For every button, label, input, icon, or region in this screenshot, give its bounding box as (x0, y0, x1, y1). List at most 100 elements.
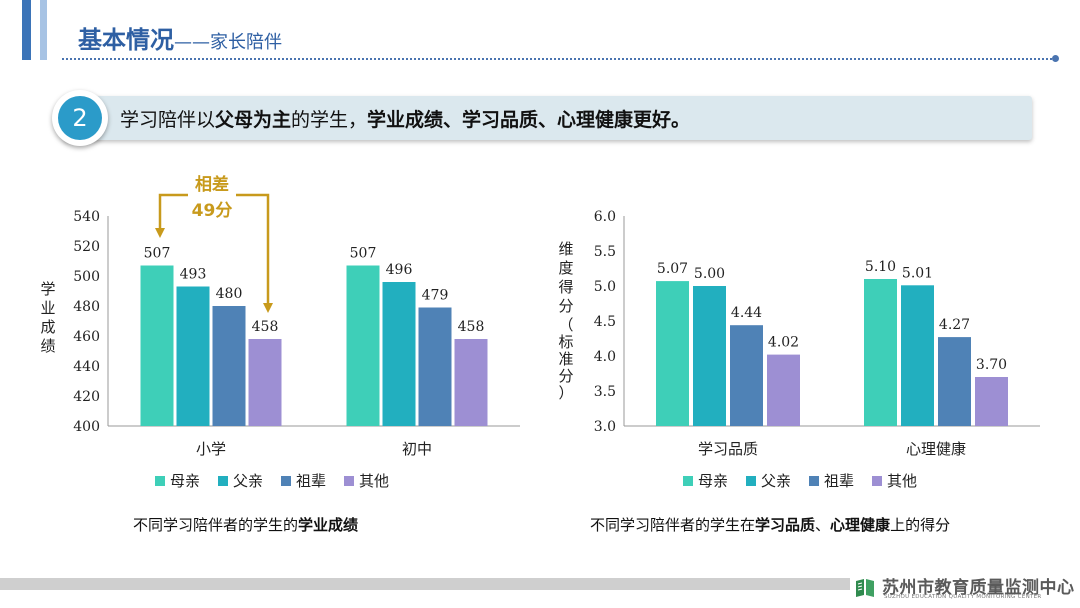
bar-value-label: 458 (252, 319, 279, 335)
y-tick-label: 5.5 (594, 244, 616, 260)
key-point-part-bold: 学业成绩、学习品质、心理健康更好。 (367, 109, 691, 131)
legend-label: 祖辈 (296, 472, 326, 490)
caption-part: 不同学习陪伴者的学生的 (133, 516, 299, 534)
caption-part-bold: 学习品质 (755, 516, 816, 534)
annotation-bracket-left (158, 193, 188, 230)
y-axis-title-char: 标 (558, 333, 573, 351)
y-tick-label: 520 (73, 239, 100, 255)
y-axis-title-char: 分 (558, 367, 573, 385)
bar-其他 (454, 339, 488, 426)
chart-quality-health-score: 3.0 3.5 4.0 4.5 5.0 5.5 6.0 5.07 5.00 4.44 4.02 学习品… (558, 209, 1040, 490)
bar-value-label: 458 (458, 319, 485, 335)
legend-label: 其他 (887, 472, 917, 490)
bar-value-label: 496 (386, 262, 413, 278)
header-divider-dot (1052, 55, 1059, 62)
x-category-label: 小学 (196, 440, 226, 458)
y-tick-label: 6.0 (594, 209, 616, 225)
bar-value-label: 479 (422, 288, 449, 304)
bar-其他 (248, 339, 282, 426)
y-tick-label: 4.5 (594, 314, 616, 330)
caption-part-bold: 心理健康 (830, 516, 891, 534)
y-axis-title-char: 度 (558, 259, 573, 277)
legend-label: 父亲 (233, 472, 263, 490)
y-tick-label: 460 (73, 329, 100, 345)
y-axis-title-char: 得 (558, 278, 573, 296)
title-accent-bar-light (40, 0, 47, 60)
legend-label: 母亲 (170, 472, 200, 490)
bar-value-label: 507 (144, 246, 171, 262)
footer-org-name: 苏州市教育质量监测中心 (882, 578, 1075, 598)
bar-父亲 (901, 285, 934, 426)
y-tick-label: 5.0 (594, 279, 616, 295)
caption-part: 、 (815, 516, 831, 534)
legend-swatch (746, 476, 756, 486)
legend-swatch (281, 476, 291, 486)
y-axis-title-char: 成 (40, 318, 55, 336)
legend-label: 父亲 (761, 472, 791, 490)
key-point-banner (64, 96, 1032, 140)
bar-祖辈 (418, 307, 452, 426)
annotation-arrow-right (263, 303, 273, 313)
bar-父亲 (382, 282, 416, 426)
footer-org-name-en: SUZHOU EDUCATION QUALITY MONITORING CENT… (884, 594, 1042, 600)
y-axis-title-char: 准 (558, 350, 573, 368)
legend-swatch (344, 476, 354, 486)
legend-swatch (683, 476, 693, 486)
legend-label: 其他 (359, 472, 389, 490)
y-axis-title-char: 业 (40, 299, 55, 317)
book-logo-icon (856, 579, 874, 597)
bar-母亲 (656, 281, 689, 426)
annotation-text: 相差 (195, 174, 229, 195)
bar-母亲 (864, 279, 897, 426)
y-axis-title-col2: （标准分） (558, 316, 573, 402)
y-tick-label: 3.5 (594, 384, 616, 400)
legend-label: 祖辈 (824, 472, 854, 490)
legend-swatch (872, 476, 882, 486)
y-tick-label: 440 (73, 359, 100, 375)
y-tick-label: 420 (73, 389, 100, 405)
bar-value-label: 480 (216, 286, 243, 302)
bar-其他 (767, 354, 800, 426)
bar-value-label: 3.70 (976, 357, 1007, 373)
bar-祖辈 (730, 325, 763, 426)
bar-value-label: 4.27 (939, 317, 970, 333)
y-axis-title-char: 学 (40, 280, 55, 298)
title-accent-bar (22, 0, 31, 60)
y-axis-title-char: 分 (558, 297, 573, 315)
y-tick-label: 3.0 (594, 419, 616, 435)
y-axis-title-char: 绩 (40, 337, 55, 355)
caption-part-bold: 学业成绩 (298, 516, 359, 534)
bar-母亲 (140, 265, 174, 426)
y-tick-label: 540 (73, 209, 100, 225)
key-point-part: 学习陪伴以 (120, 109, 216, 131)
y-tick-label: 400 (73, 419, 100, 435)
caption-part: 上的得分 (890, 516, 951, 534)
caption-part: 不同学习陪伴者的学生在 (590, 516, 756, 534)
bar-其他 (975, 377, 1008, 426)
x-category-label: 学习品质 (698, 440, 758, 458)
legend-swatch (155, 476, 165, 486)
page-subtitle: ——家长陪伴 (174, 32, 282, 53)
page-title: 基本情况——家长陪伴 (78, 20, 282, 55)
bar-value-label: 5.01 (902, 265, 933, 281)
bar-value-label: 4.44 (731, 305, 762, 321)
y-axis-title-char: （ (558, 316, 573, 334)
chart-caption-left: 不同学习陪伴者的学生的学业成绩 (133, 514, 358, 535)
bar-祖辈 (212, 306, 246, 426)
bar-value-label: 507 (350, 246, 377, 262)
annotation-bracket-right (236, 193, 270, 305)
key-point-part-bold: 父母为主 (215, 109, 292, 131)
key-point-text: 学习陪伴以父母为主的学生，学业成绩、学习品质、心理健康更好。 (120, 105, 690, 132)
y-tick-label: 480 (73, 299, 100, 315)
bar-value-label: 4.02 (768, 335, 799, 351)
chart-academic-score: 400 420 440 460 480 500 520 540 507 493 480 458 小学 50… (40, 174, 520, 490)
bar-母亲 (346, 265, 380, 426)
key-point-part: 的学生， (291, 109, 368, 131)
bar-value-label: 5.07 (657, 261, 688, 277)
x-category-label: 心理健康 (906, 440, 966, 458)
number-badge: 2 (58, 96, 102, 140)
bar-value-label: 5.00 (694, 266, 725, 282)
page-title-main: 基本情况 (78, 26, 174, 54)
bar-value-label: 493 (180, 267, 207, 283)
legend-swatch (218, 476, 228, 486)
